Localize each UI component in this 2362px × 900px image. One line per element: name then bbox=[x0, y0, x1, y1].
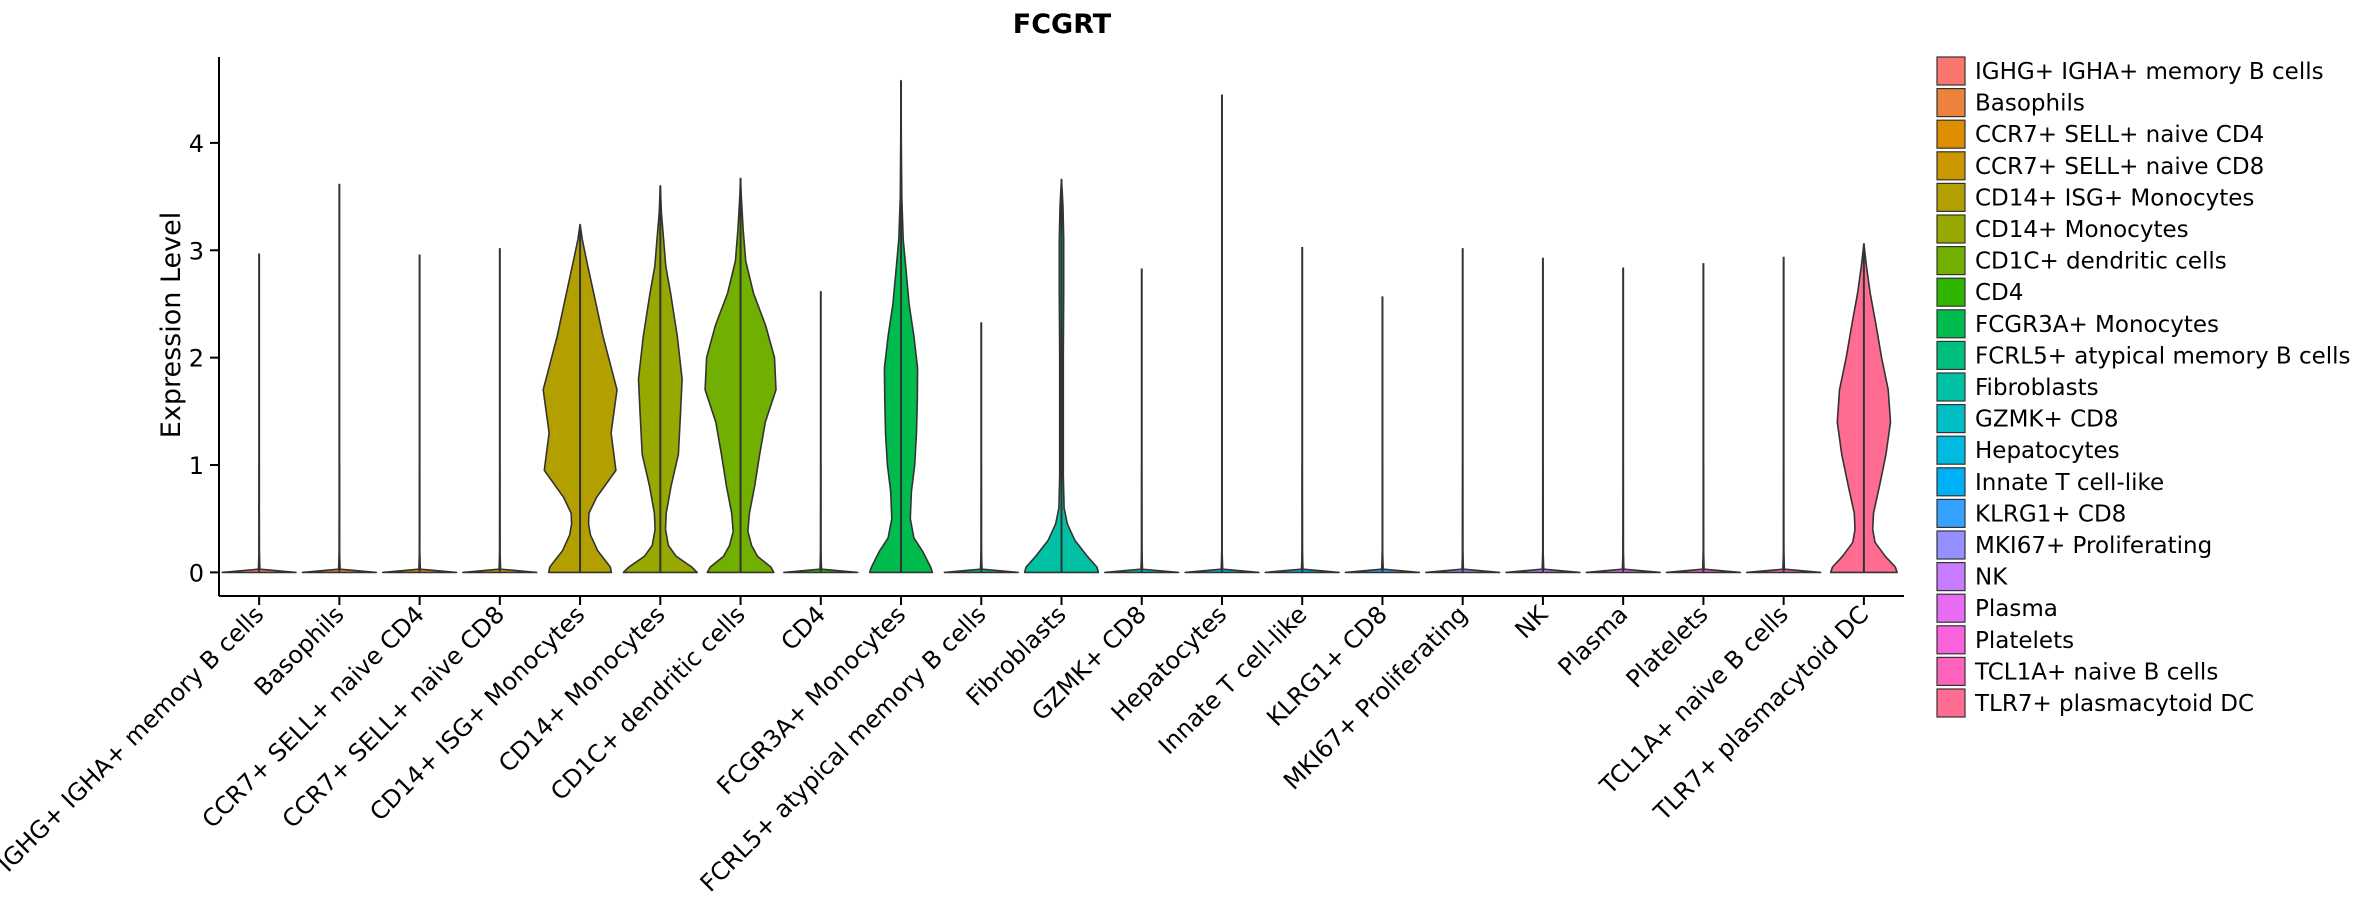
legend-swatch bbox=[1936, 182, 1966, 212]
legend: IGHG+ IGHA+ memory B cells Basophils CCR7+… bbox=[1936, 56, 2351, 718]
legend-swatch bbox=[1936, 214, 1966, 244]
legend-swatch bbox=[1936, 340, 1966, 370]
legend-label: Platelets bbox=[1975, 628, 2074, 654]
legend-label: CD14+ Monocytes bbox=[1975, 217, 2189, 243]
legend-label: NK bbox=[1975, 565, 2008, 591]
legend-label: Hepatocytes bbox=[1975, 438, 2120, 464]
legend-swatch bbox=[1936, 625, 1966, 655]
y-tick-label: 3 bbox=[189, 237, 204, 265]
legend-label: Fibroblasts bbox=[1975, 375, 2099, 401]
legend-label: FCGR3A+ Monocytes bbox=[1975, 312, 2219, 338]
legend-swatch bbox=[1936, 435, 1966, 465]
legend-label: FCRL5+ atypical memory B cells bbox=[1975, 343, 2351, 369]
legend-label: IGHG+ IGHA+ memory B cells bbox=[1975, 59, 2324, 85]
y-axis-ticks: 0 1 2 3 4 bbox=[189, 130, 219, 587]
x-tick-label: Innate T cell-like bbox=[1153, 600, 1312, 759]
legend-label: CD4 bbox=[1975, 280, 2023, 306]
x-tick-label: Plasma bbox=[1553, 600, 1634, 681]
legend-swatch bbox=[1936, 372, 1966, 402]
legend-label: MKI67+ Proliferating bbox=[1975, 533, 2212, 559]
chart-title: FCGRT bbox=[1013, 9, 1112, 40]
x-tick-label: CD4 bbox=[776, 600, 832, 656]
legend-swatch bbox=[1936, 309, 1966, 339]
y-tick-label: 1 bbox=[189, 452, 204, 480]
legend-label: Innate T cell-like bbox=[1975, 470, 2164, 496]
x-tick-label: FCRL5+ atypical memory B cells bbox=[695, 600, 992, 897]
legend-swatch bbox=[1936, 467, 1966, 497]
legend-label: TCL1A+ naive B cells bbox=[1974, 659, 2218, 685]
legend-swatch bbox=[1936, 151, 1966, 181]
y-tick-label: 2 bbox=[189, 345, 204, 373]
legend-swatch bbox=[1936, 593, 1966, 623]
legend-swatch bbox=[1936, 561, 1966, 592]
legend-swatch bbox=[1936, 56, 1966, 86]
y-axis-label: Expression Level bbox=[156, 212, 187, 438]
x-tick-label: NK bbox=[1510, 600, 1555, 645]
y-tick-label: 4 bbox=[189, 130, 204, 158]
legend-swatch bbox=[1936, 246, 1966, 276]
violin-group bbox=[221, 79, 1898, 574]
legend-label: CCR7+ SELL+ naive CD8 bbox=[1975, 154, 2264, 180]
legend-swatch bbox=[1936, 656, 1966, 687]
legend-swatch bbox=[1936, 119, 1966, 149]
legend-label: CD14+ ISG+ Monocytes bbox=[1975, 185, 2254, 211]
legend-label: CCR7+ SELL+ naive CD4 bbox=[1975, 122, 2264, 148]
legend-swatch bbox=[1936, 404, 1966, 434]
legend-label: GZMK+ CD8 bbox=[1975, 407, 2119, 433]
x-axis-ticks: IGHG+ IGHA+ memory B cellsBasophilsCCR7+… bbox=[0, 596, 1874, 897]
legend-label: CD1C+ dendritic cells bbox=[1975, 249, 2227, 275]
y-tick-label: 0 bbox=[189, 559, 204, 587]
legend-swatch bbox=[1936, 277, 1966, 307]
legend-swatch bbox=[1936, 530, 1966, 560]
legend-label: Basophils bbox=[1975, 91, 2085, 117]
x-tick-label: IGHG+ IGHA+ memory B cells bbox=[0, 600, 269, 877]
legend-label: Plasma bbox=[1975, 596, 2058, 622]
legend-swatch bbox=[1936, 498, 1966, 528]
legend-swatch bbox=[1936, 688, 1966, 718]
legend-swatch bbox=[1936, 87, 1966, 118]
legend-label: TLR7+ plasmacytoid DC bbox=[1974, 691, 2254, 717]
legend-label: KLRG1+ CD8 bbox=[1975, 501, 2126, 527]
